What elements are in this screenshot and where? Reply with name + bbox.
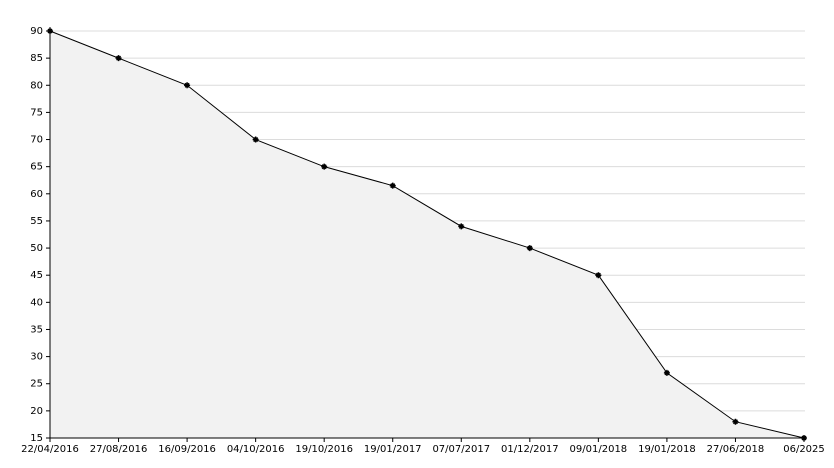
marker — [321, 163, 328, 170]
y-tick-label: 60 — [30, 189, 43, 200]
y-tick-label: 75 — [30, 107, 43, 118]
x-tick-label: 19/01/2018 — [638, 444, 696, 455]
y-tick-label: 30 — [30, 352, 43, 363]
x-tick-label: 27/08/2016 — [90, 444, 148, 455]
y-tick-label: 45 — [30, 270, 43, 281]
marker — [252, 136, 259, 143]
y-tick-label: 35 — [30, 324, 43, 335]
marker — [115, 55, 122, 62]
marker — [184, 82, 191, 89]
x-tick-label: 19/01/2017 — [364, 444, 422, 455]
y-tick-label: 20 — [30, 406, 43, 417]
y-tick-label: 70 — [30, 135, 43, 146]
line — [49, 30, 805, 439]
y-tick-label: 65 — [30, 162, 43, 173]
x-tick-label: 27/06/2018 — [707, 444, 765, 455]
x-tick-label: 22/04/2016 — [21, 444, 79, 455]
y-tick-label: 15 — [30, 433, 43, 444]
marker — [458, 223, 465, 230]
x-tick-label: 06/2025 — [783, 444, 825, 455]
x-tick-label: 16/09/2016 — [158, 444, 216, 455]
marker — [526, 245, 533, 252]
marker — [732, 418, 739, 425]
x-tick-label: 19/10/2016 — [295, 444, 353, 455]
x-tick-label: 07/07/2017 — [432, 444, 490, 455]
marker — [663, 369, 670, 376]
x-tick-label: 01/12/2017 — [501, 444, 559, 455]
y-tick-label: 90 — [30, 26, 43, 37]
marker — [389, 182, 396, 189]
y-tick-label: 55 — [30, 216, 43, 227]
x-tick-label: 04/10/2016 — [227, 444, 285, 455]
y-tick-label: 50 — [30, 243, 43, 254]
y-tick-label: 80 — [30, 80, 43, 91]
y-tick-label: 25 — [30, 379, 43, 390]
y-tick-label: 85 — [30, 53, 43, 64]
y-tick-label: 40 — [30, 297, 43, 308]
x-tick-label: 09/01/2018 — [570, 444, 628, 455]
marker — [595, 272, 602, 279]
marker — [47, 28, 53, 34]
area-fill — [50, 31, 804, 438]
marker — [801, 435, 807, 441]
